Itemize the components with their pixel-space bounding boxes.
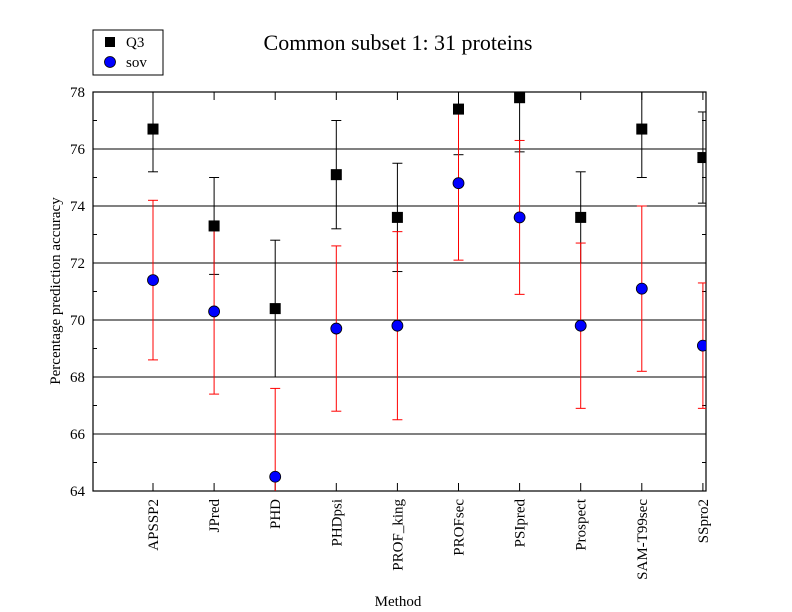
point-q3 [147,123,159,135]
y-tick-labels: 64 66 68 70 72 74 76 78 [70,85,86,500]
data-marks [147,92,706,491]
point-q3 [269,303,281,315]
y-tick-label: 70 [70,313,85,329]
x-tick-label: PROFsec [452,499,468,556]
legend-box [92,29,164,76]
y-tick-label: 74 [70,199,86,215]
x-tick-label: APSSP2 [146,499,162,551]
point-sov [513,211,526,224]
plot-frame [92,91,707,492]
point-q3 [391,211,403,223]
point-sov [269,470,282,483]
point-q3 [208,220,220,232]
point-sov [330,322,343,335]
y-tick-label: 78 [70,85,85,101]
point-sov [635,282,648,295]
y-axis-title: Percentage prediction accuracy [48,197,64,385]
point-sov [697,339,706,352]
x-tick-label: SSpro2 [696,499,712,543]
point-q3 [514,92,526,104]
point-q3 [697,152,706,164]
point-q3 [575,211,587,223]
legend-q3-label: Q3 [126,35,144,51]
point-sov [147,274,159,287]
y-tick-label: 66 [70,427,86,443]
point-q3 [330,169,342,181]
x-tick-labels: APSSP2 JPred PHD PHDpsi PROF_king PROFsec PSIp… [146,498,712,580]
y-tick-label: 72 [70,256,85,272]
x-tick-label: Prospect [574,498,590,550]
x-tick-label: JPred [207,499,223,533]
axes [92,91,707,492]
point-sov [208,305,221,318]
x-tick-label: SAM-T99sec [635,499,651,580]
legend-q3-marker [105,37,115,47]
point-sov [391,319,404,332]
x-tick-label: PROF_king [390,499,406,571]
point-q3 [453,103,464,115]
legend-sov-label: sov [126,55,147,71]
y-tick-label: 76 [70,142,86,158]
legend-sov-marker [104,56,116,68]
y-tick-label: 68 [70,370,85,386]
x-tick-label: PSIpred [513,499,529,548]
y-tick-label: 64 [70,484,86,500]
gridlines [93,91,706,492]
point-sov [574,319,587,332]
point-q3 [636,123,648,135]
x-tick-label: PHDpsi [329,499,345,547]
x-tick-label: PHD [268,499,284,529]
point-sov [452,177,465,190]
legend: Q3 sov [92,29,164,76]
chart-title: Common subset 1: 31 proteins [264,30,533,55]
x-axis-title: Method [375,594,422,610]
